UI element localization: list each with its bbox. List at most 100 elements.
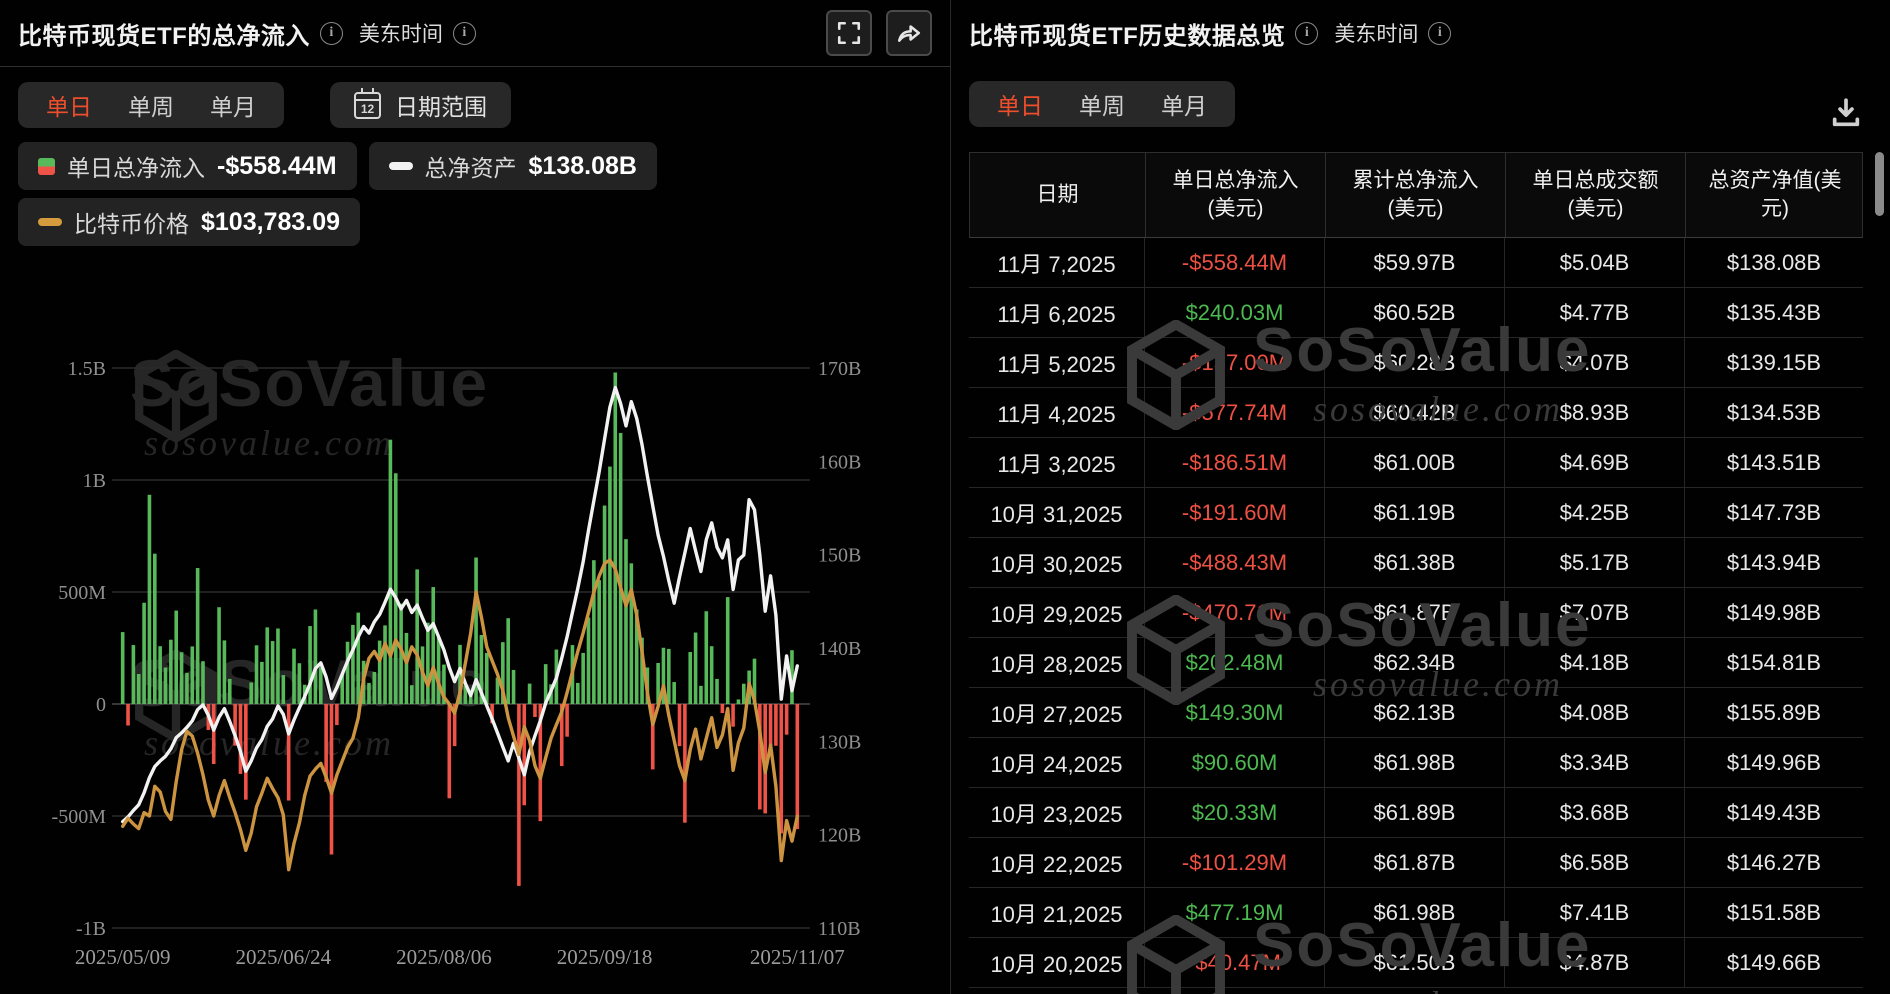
- table-scrollbar-thumb[interactable]: [1875, 152, 1884, 216]
- tab-monthly[interactable]: 单月: [210, 94, 256, 120]
- cell-net-assets: $155.89B: [1726, 699, 1822, 725]
- history-table-panel: 比特币现货ETF历史数据总览 i 美东时间 i 单日 单周 单月: [950, 0, 1890, 994]
- chart-legend-row-2: 比特币价格 $103,783.09: [18, 198, 932, 246]
- cell-cumulative-flow: $61.89B: [1325, 788, 1505, 837]
- info-icon[interactable]: i: [319, 21, 343, 45]
- svg-text:1.5B: 1.5B: [68, 358, 106, 380]
- share-button[interactable]: [886, 10, 932, 56]
- table-row: 11月 6,2025 $240.03M $60.52B $4.77B $135.43B: [969, 288, 1863, 338]
- table-row: 10月 22,2025 -$101.29M $61.87B $6.58B $146.27…: [969, 838, 1863, 888]
- cell-volume: $7.07B: [1505, 588, 1685, 637]
- column-header: 累计总净流入 (美元): [1326, 153, 1506, 237]
- cell-date: 11月 7,2025: [969, 238, 1145, 287]
- cell-daily-flow: $477.19M: [1145, 888, 1325, 937]
- table-row: 11月 5,2025 -$137.00M $60.28B $4.07B $139.15B: [969, 338, 1863, 388]
- x-axis-labels: 2025/05/09 2025/06/24 2025/08/06 2025/09/18…: [75, 945, 845, 969]
- svg-text:140B: 140B: [818, 638, 861, 660]
- table-row: 10月 29,2025 -$470.71M $61.87B $7.07B $149.98…: [969, 588, 1863, 638]
- cell-net-assets: $149.43B: [1726, 799, 1822, 825]
- btc-price-value: $103,783.09: [201, 207, 341, 236]
- net-assets-value: $138.08B: [528, 151, 637, 180]
- cell-volume: $4.25B: [1505, 488, 1685, 537]
- history-table: 日期 单日总净流入 (美元) 累计总净流入 (美元) 单日总成交额 (美元) 总资产净值(美元…: [969, 152, 1863, 994]
- download-icon: [1832, 98, 1860, 127]
- table-body: 11月 7,2025 -$558.44M $59.97B $5.04B $138.08B…: [969, 238, 1863, 994]
- table-title: 比特币现货ETF历史数据总览: [969, 22, 1286, 50]
- btc-price-line: [120, 558, 799, 872]
- svg-text:160B: 160B: [818, 451, 861, 473]
- tab-weekly[interactable]: 单周: [1079, 93, 1125, 119]
- tab-daily[interactable]: 单日: [46, 94, 92, 120]
- cell-daily-flow: -$186.51M: [1145, 438, 1325, 487]
- date-range-button[interactable]: 12 日期范围: [330, 82, 511, 128]
- cell-cumulative-flow: $61.87B: [1325, 838, 1505, 887]
- nav-line: [120, 385, 799, 824]
- info-icon[interactable]: i: [452, 21, 476, 45]
- calendar-icon: 12: [354, 87, 381, 119]
- cell-net-assets: $147.73B: [1726, 499, 1822, 525]
- info-icon[interactable]: i: [1428, 21, 1452, 45]
- cell-daily-flow: $149.30M: [1145, 688, 1325, 737]
- legend-btc-price[interactable]: 比特币价格 $103,783.09: [18, 198, 361, 246]
- cell-cumulative-flow: $59.97B: [1325, 238, 1505, 287]
- column-header: 日期: [970, 153, 1146, 237]
- chart-controls: 单日 单周 单月 12 日期范围: [18, 82, 932, 128]
- column-header: 单日总净流入 (美元): [1146, 153, 1326, 237]
- table-panel-header: 比特币现货ETF历史数据总览 i 美东时间 i: [951, 0, 1890, 66]
- cell-volume: $4.08B: [1505, 688, 1685, 737]
- period-tabs: 单日 单周 单月: [18, 82, 284, 128]
- info-icon[interactable]: i: [1295, 21, 1319, 45]
- cell-date: 10月 28,2025: [969, 638, 1145, 687]
- svg-text:0: 0: [96, 694, 106, 716]
- cell-daily-flow: -$191.60M: [1145, 488, 1325, 537]
- cell-net-assets: $138.08B: [1726, 249, 1822, 275]
- legend-total-net-assets[interactable]: 总净资产 $138.08B: [368, 142, 657, 190]
- svg-text:170B: 170B: [818, 358, 861, 380]
- column-header: 总资产净值(美 元): [1708, 168, 1842, 220]
- cell-net-assets: $143.51B: [1726, 449, 1822, 475]
- legend-daily-flow[interactable]: 单日总净流入 -$558.44M: [18, 142, 357, 190]
- cell-net-assets: $139.15B: [1726, 349, 1822, 375]
- svg-text:110B: 110B: [818, 918, 861, 940]
- cell-daily-flow: -$40.47M: [1145, 938, 1325, 987]
- cell-cumulative-flow: $61.19B: [1325, 488, 1505, 537]
- cell-daily-flow: -$470.71M: [1145, 588, 1325, 637]
- cell-volume: $8.93B: [1505, 388, 1685, 437]
- cell-daily-flow: $240.03M: [1145, 288, 1325, 337]
- cell-volume: $4.77B: [1505, 288, 1685, 337]
- tab-daily[interactable]: 单日: [997, 93, 1043, 119]
- table-controls: 单日 单周 单月: [969, 81, 1872, 127]
- cell-volume: $4.69B: [1505, 438, 1685, 487]
- cell-cumulative-flow: $61.98B: [1325, 888, 1505, 937]
- download-button[interactable]: [1828, 96, 1864, 132]
- cell-date: 10月 29,2025: [969, 588, 1145, 637]
- table-row: 10月 24,2025 $90.60M $61.98B $3.34B $149.96B: [969, 738, 1863, 788]
- cell-volume: $5.17B: [1505, 538, 1685, 587]
- cell-net-assets: $154.81B: [1726, 649, 1822, 675]
- tab-weekly[interactable]: 单周: [128, 94, 174, 120]
- table-row: 10月 27,2025 $149.30M $62.13B $4.08B $155.89B: [969, 688, 1863, 738]
- cell-volume: $6.58B: [1505, 838, 1685, 887]
- cell-cumulative-flow: $61.38B: [1325, 538, 1505, 587]
- cell-daily-flow: -$558.44M: [1145, 238, 1325, 287]
- chart-panel-header: 比特币现货ETF的总净流入 i 美东时间 i: [0, 0, 950, 66]
- cell-cumulative-flow: $60.42B: [1325, 388, 1505, 437]
- svg-text:2025/11/07: 2025/11/07: [750, 945, 845, 969]
- tab-monthly[interactable]: 单月: [1161, 93, 1207, 119]
- svg-text:120B: 120B: [818, 825, 861, 847]
- white-dash-icon: [388, 162, 413, 170]
- green-red-split-icon: [38, 157, 55, 175]
- svg-text:150B: 150B: [818, 545, 861, 567]
- daily-flow-value: -$558.44M: [217, 151, 337, 180]
- cell-date: 11月 4,2025: [969, 388, 1145, 437]
- cell-volume: $3.34B: [1505, 738, 1685, 787]
- cell-daily-flow: -$577.74M: [1145, 388, 1325, 437]
- cell-date: 10月 20,2025: [969, 938, 1145, 987]
- table-row-partial: [969, 988, 1863, 994]
- cell-volume: $3.68B: [1505, 788, 1685, 837]
- fullscreen-button[interactable]: [826, 10, 872, 56]
- cell-volume: $4.18B: [1505, 638, 1685, 687]
- svg-text:-500M: -500M: [52, 806, 107, 828]
- cell-daily-flow: $202.48M: [1145, 638, 1325, 687]
